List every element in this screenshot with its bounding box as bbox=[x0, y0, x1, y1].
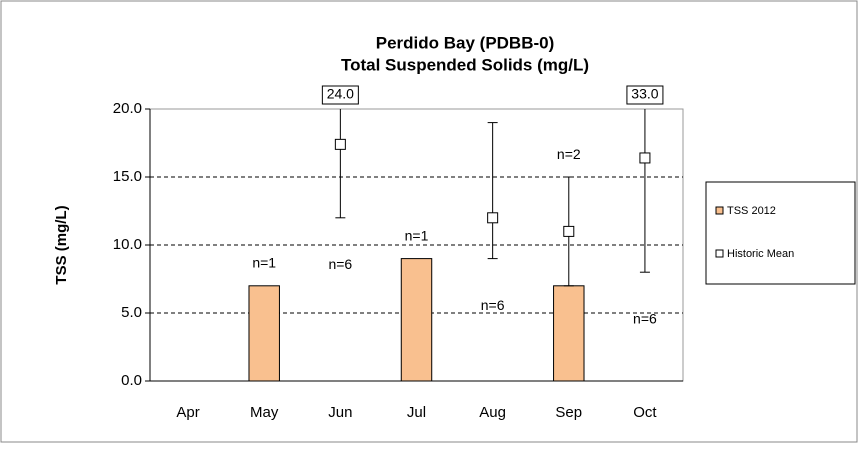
y-tick-label: 20.0 bbox=[113, 100, 142, 117]
y-axis-title: TSS (mg/L) bbox=[53, 205, 70, 284]
x-tick-label: Jul bbox=[407, 404, 426, 421]
n-label: n=6 bbox=[328, 256, 352, 272]
n-label: n=1 bbox=[252, 255, 276, 271]
n-label: n=2 bbox=[557, 146, 581, 162]
x-tick-label: May bbox=[250, 404, 279, 421]
bar bbox=[400, 258, 433, 382]
legend-swatch bbox=[715, 206, 724, 215]
mean-marker bbox=[487, 212, 499, 224]
y-tick-label: 10.0 bbox=[113, 236, 142, 253]
chart-title: Perdido Bay (PDBB-0) bbox=[376, 33, 555, 52]
bar bbox=[248, 285, 280, 382]
label-box bbox=[626, 85, 664, 105]
bar bbox=[553, 285, 585, 382]
y-tick-label: 5.0 bbox=[121, 304, 142, 321]
x-tick-label: Oct bbox=[633, 404, 657, 421]
legend-label: TSS 2012 bbox=[727, 205, 776, 217]
mean-marker bbox=[563, 225, 575, 237]
mean-marker bbox=[639, 152, 651, 164]
n-label: n=1 bbox=[405, 228, 429, 244]
high-label: 33.0 bbox=[631, 86, 658, 102]
x-tick-label: Apr bbox=[176, 404, 199, 421]
x-tick-label: Jun bbox=[328, 404, 352, 421]
high-label: 24.0 bbox=[327, 86, 354, 102]
x-tick-label: Aug bbox=[479, 404, 506, 421]
label-box bbox=[321, 85, 359, 105]
legend-label: Historic Mean bbox=[727, 248, 794, 260]
chart-subtitle: Total Suspended Solids (mg/L) bbox=[341, 55, 589, 74]
legend-swatch bbox=[715, 249, 724, 258]
mean-marker bbox=[334, 138, 346, 150]
y-tick-label: 0.0 bbox=[121, 372, 142, 389]
n-label: n=6 bbox=[633, 311, 657, 327]
legend bbox=[705, 181, 856, 285]
n-label: n=6 bbox=[481, 297, 505, 313]
y-tick-label: 15.0 bbox=[113, 168, 142, 185]
x-tick-label: Sep bbox=[555, 404, 582, 421]
